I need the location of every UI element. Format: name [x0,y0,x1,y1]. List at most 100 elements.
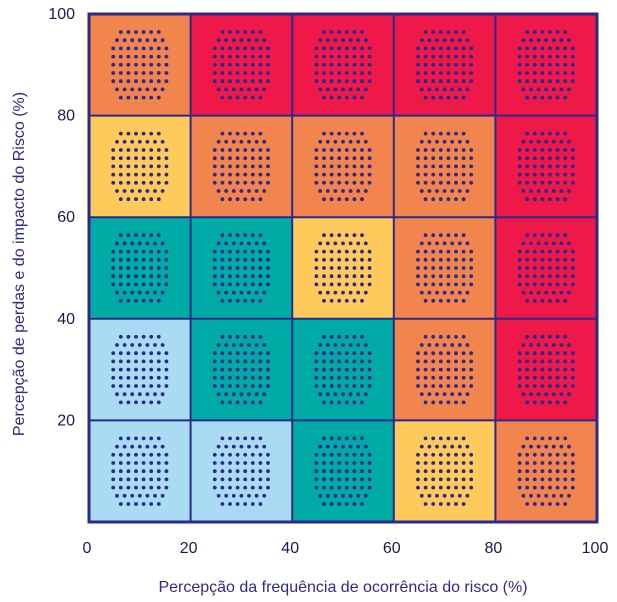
cell-dot [254,241,259,246]
cell-dot [360,436,364,441]
cell-dot [254,87,259,92]
cell-dot [525,367,530,372]
cell-dot [212,282,217,287]
cell-dot [250,282,255,287]
cell-dot [352,172,357,177]
cell-dot [367,375,372,380]
cell-dot [435,38,439,43]
cell-dot [216,290,221,295]
cell-dot [438,79,443,84]
cell-dot [250,436,255,441]
cell-dot [532,172,537,177]
cell-dot [540,274,545,279]
cell-dot [235,274,240,279]
cell-dot [352,62,357,67]
cell-fill [190,420,293,522]
cell-dot [469,62,474,67]
cell-dot [118,180,123,185]
cell-dot [563,131,568,136]
cell-dot [450,139,455,144]
cell-dot [224,493,229,498]
cell-dot [250,257,255,262]
cell-dot [235,469,240,474]
cell-dot [559,392,564,397]
cell-dot [243,282,248,287]
cell-dot [262,189,267,193]
heatmap-cell-0-3 [393,420,496,522]
cell-dot [111,469,116,474]
cell-dot [344,156,349,161]
cell-dot [250,180,255,185]
cell-dot [431,71,436,75]
cell-dot [344,461,349,465]
cell-dot [341,241,345,246]
cell-dot [348,38,353,43]
cell-dot [337,266,342,270]
cell-dot [228,485,232,490]
cell-dot [115,241,119,246]
cell-dot [431,172,436,177]
cell-dot [435,290,439,295]
cell-dot [454,477,458,482]
cell-dot [314,257,319,262]
cell-dot [126,266,131,270]
cell-dot [141,156,146,161]
y-tick-label: 100 [48,6,75,23]
cell-dot [367,172,372,177]
cell-dot [126,502,131,506]
cell-dot [461,131,466,136]
cell-dot [126,367,131,372]
cell-dot [329,164,334,169]
cell-dot [118,249,123,254]
cell-dot [220,485,225,490]
cell-dot [360,502,364,506]
cell-dot [235,477,240,482]
cell-dot [258,452,263,457]
cell-dot [329,502,334,506]
cell-dot [555,54,560,59]
cell-dot [228,148,232,152]
cell-dot [337,131,342,136]
cell-dot [431,502,436,506]
cell-dot [220,46,225,51]
cell-dot [322,46,326,51]
cell-dot [517,180,522,185]
cell-dot [367,384,372,388]
cell-dot [322,95,326,100]
cell-dot [130,38,135,43]
cell-dot [258,477,263,482]
cell-dot [341,392,345,397]
cell-dot [333,343,338,347]
cell-dot [228,266,232,270]
cell-dot [563,71,568,75]
cell-dot [431,148,436,152]
cell-dot [529,493,533,498]
cell-dot [111,367,116,372]
cell-dot [352,164,357,169]
heatmap-cell-1-4 [495,318,597,421]
x-tick-label: 20 [180,540,198,557]
cell-dot [532,469,537,474]
cell-dot [469,359,474,364]
cell-dot [544,189,549,193]
cell-dot [156,46,161,51]
cell-dot [224,444,229,449]
cell-dot [314,282,319,287]
cell-dot [322,282,326,287]
cell-dot [344,62,349,67]
cell-dot [235,384,240,388]
cell-dot [461,367,466,372]
cell-dot [329,282,334,287]
cell-dot [570,172,575,177]
cell-dot [122,87,127,92]
cell-dot [423,351,428,356]
cell-dot [469,485,474,490]
cell-dot [262,493,267,498]
cell-dot [525,180,530,185]
cell-dot [438,249,443,254]
cell-dot [548,180,552,185]
cell-dot [314,266,319,270]
cell-fill [292,318,394,421]
cell-dot [555,249,560,254]
cell-dot [118,62,123,67]
